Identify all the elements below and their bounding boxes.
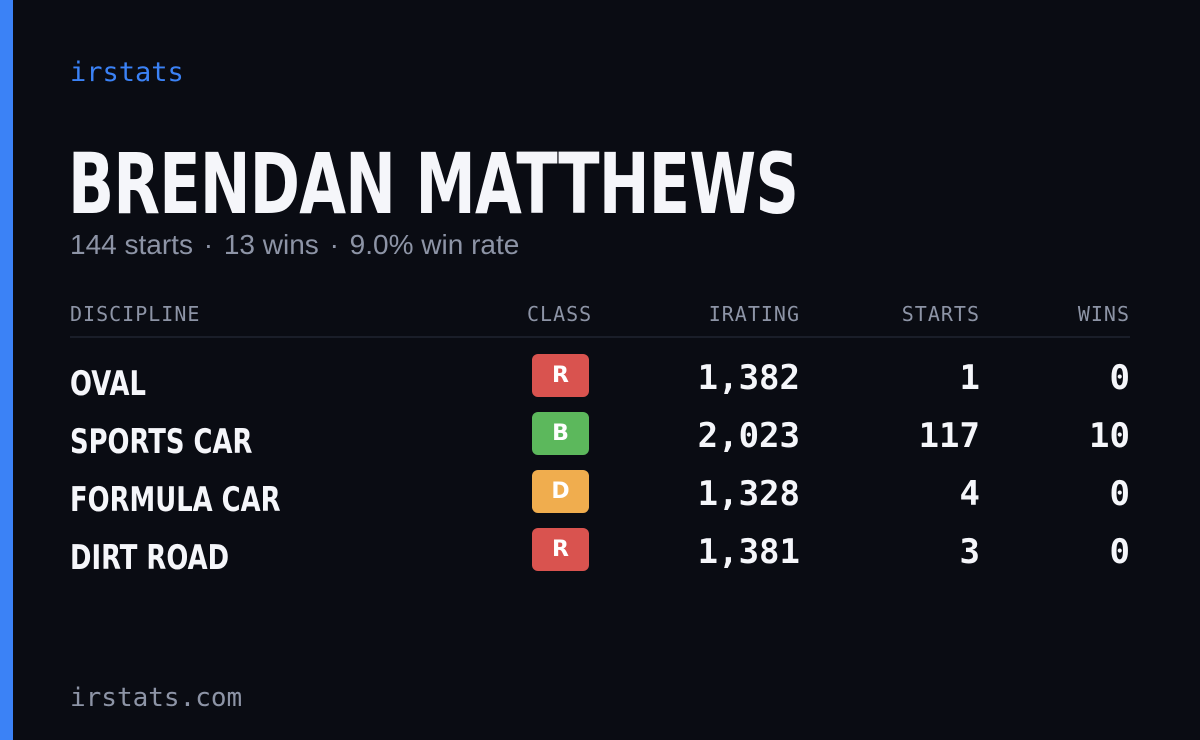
- table-row: OVAL R 1,382 1 0: [0, 354, 1200, 412]
- driver-name: BRENDAN MATTHEWS: [68, 135, 799, 233]
- starts-value: 3: [959, 532, 980, 572]
- discipline-name: FORMULA CAR: [70, 480, 281, 520]
- class-badge: D: [532, 470, 589, 513]
- starts-value: 4: [959, 474, 980, 514]
- header-divider: [70, 336, 1130, 338]
- summary-separator: ·: [203, 229, 214, 260]
- class-badge: R: [532, 528, 589, 571]
- discipline-name: SPORTS CAR: [70, 422, 253, 462]
- starts-value: 117: [918, 416, 980, 456]
- accent-bar: [0, 0, 13, 740]
- header-starts: STARTS: [901, 302, 980, 326]
- header-irating: IRATING: [708, 302, 800, 326]
- wins-value: 0: [1109, 474, 1130, 514]
- wins-value: 0: [1109, 532, 1130, 572]
- driver-summary: 144 starts · 13 wins · 9.0% win rate: [70, 227, 519, 263]
- summary-wins: 13 wins: [223, 229, 319, 260]
- discipline-name: OVAL: [70, 364, 146, 404]
- summary-separator: ·: [329, 229, 339, 260]
- header-discipline: DISCIPLINE: [70, 302, 201, 326]
- wins-value: 10: [1089, 416, 1130, 456]
- starts-value: 1: [959, 358, 980, 398]
- brand-logo: irstats: [70, 57, 184, 88]
- table-row: DIRT ROAD R 1,381 3 0: [0, 528, 1200, 586]
- irating-value: 1,381: [697, 532, 800, 572]
- irating-value: 1,328: [697, 474, 800, 514]
- header-class: CLASS: [527, 302, 593, 326]
- summary-starts: 144 starts: [70, 229, 193, 260]
- class-badge: B: [532, 412, 589, 455]
- class-badge: R: [532, 354, 589, 397]
- header-wins: WINS: [1077, 302, 1130, 326]
- footer-url: irstats.com: [70, 683, 243, 713]
- wins-value: 0: [1109, 358, 1130, 398]
- table-row: SPORTS CAR B 2,023 117 10: [0, 412, 1200, 470]
- irating-value: 1,382: [697, 358, 800, 398]
- table-row: FORMULA CAR D 1,328 4 0: [0, 470, 1200, 528]
- discipline-name: DIRT ROAD: [70, 538, 230, 578]
- summary-win-rate: 9.0% win rate: [349, 229, 520, 260]
- irating-value: 2,023: [697, 416, 800, 456]
